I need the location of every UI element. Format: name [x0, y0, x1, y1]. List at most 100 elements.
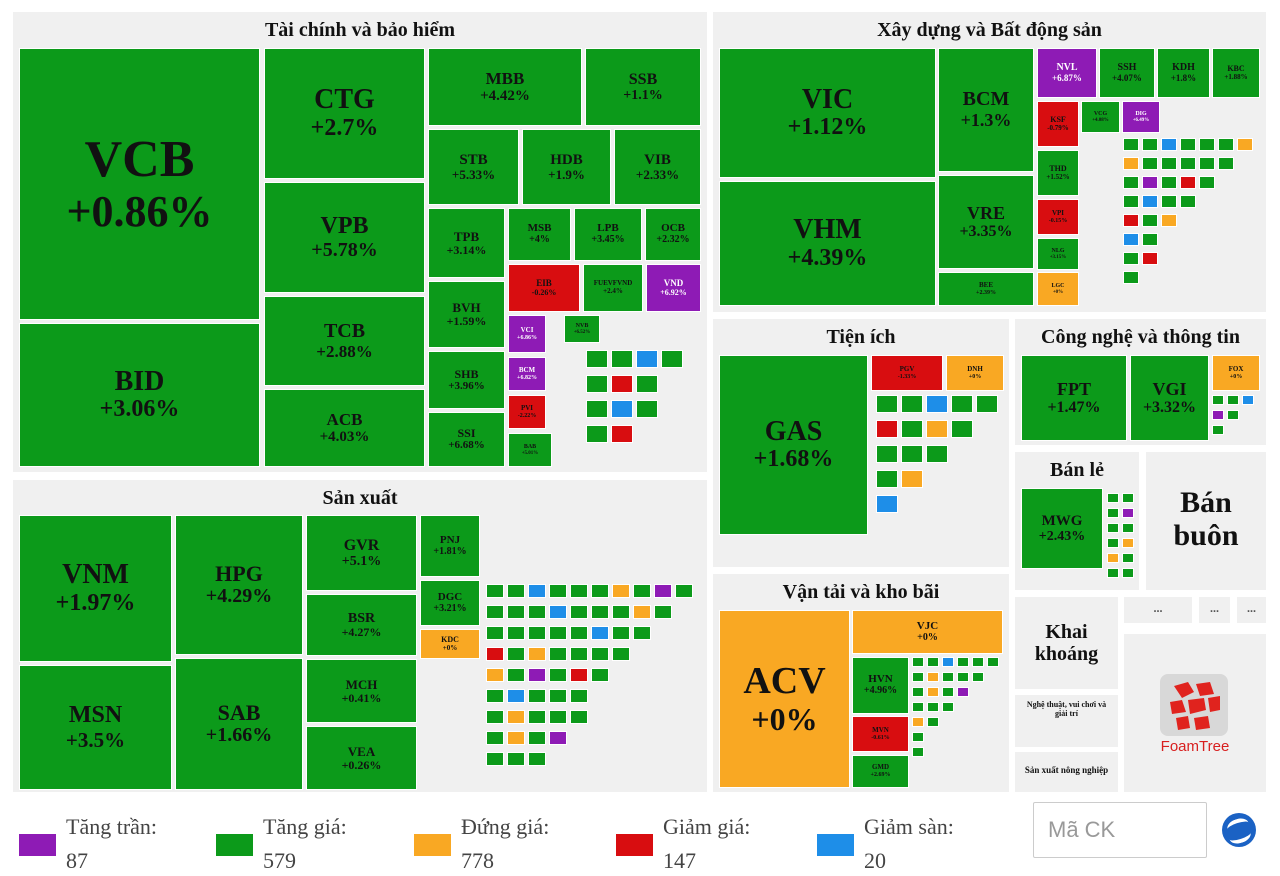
- stock-tile-small[interactable]: [942, 687, 954, 697]
- stock-tile-small[interactable]: [972, 657, 984, 667]
- stock-tile-small[interactable]: [633, 584, 651, 599]
- stock-tile[interactable]: LGC +0%: [1037, 272, 1079, 306]
- stock-tile[interactable]: VRE +3.35%: [938, 175, 1034, 269]
- stock-tile[interactable]: BAB +5.01%: [508, 433, 552, 467]
- stock-tile-small[interactable]: [912, 747, 924, 757]
- stock-tile-small[interactable]: [611, 375, 633, 393]
- stock-tile-small[interactable]: [486, 731, 504, 746]
- stock-tile-small[interactable]: [912, 732, 924, 742]
- stock-tile-small[interactable]: [570, 668, 588, 683]
- stock-tile-small[interactable]: [549, 647, 567, 662]
- stock-tile[interactable]: MCH +0.41%: [306, 659, 417, 723]
- stock-tile[interactable]: BEE +2.39%: [938, 272, 1034, 306]
- sector-arts[interactable]: Nghệ thuật, vui chơi và giải trí: [1015, 695, 1118, 747]
- stock-tile-small[interactable]: [1142, 252, 1158, 265]
- stock-tile-small[interactable]: [912, 672, 924, 682]
- stock-tile-small[interactable]: [1242, 395, 1254, 405]
- stock-tile-small[interactable]: [901, 395, 923, 413]
- stock-tile-small[interactable]: [633, 605, 651, 620]
- stock-tile-small[interactable]: [1161, 157, 1177, 170]
- stock-tile-small[interactable]: [926, 395, 948, 413]
- stock-tile-small[interactable]: [507, 584, 525, 599]
- stock-tile-small[interactable]: [951, 395, 973, 413]
- stock-tile[interactable]: SAB +1.66%: [175, 658, 303, 790]
- stock-tile-small[interactable]: [901, 445, 923, 463]
- stock-tile-small[interactable]: [591, 605, 609, 620]
- stock-tile-small[interactable]: [942, 657, 954, 667]
- stock-tile-small[interactable]: [876, 395, 898, 413]
- stock-tile-small[interactable]: [976, 395, 998, 413]
- stock-tile-small[interactable]: [901, 420, 923, 438]
- stock-tile-small[interactable]: [1142, 157, 1158, 170]
- stock-tile[interactable]: MSN +3.5%: [19, 665, 172, 790]
- stock-tile-small[interactable]: [987, 657, 999, 667]
- stock-tile-small[interactable]: [1180, 176, 1196, 189]
- stock-tile[interactable]: SSI +6.68%: [428, 412, 505, 467]
- stock-tile-small[interactable]: [876, 470, 898, 488]
- stock-tile-small[interactable]: [528, 689, 546, 704]
- stock-tile-small[interactable]: [675, 584, 693, 599]
- stock-tile-small[interactable]: [901, 470, 923, 488]
- stock-tile-small[interactable]: [486, 605, 504, 620]
- stock-tile-small[interactable]: [507, 668, 525, 683]
- stock-tile-small[interactable]: [1122, 523, 1134, 533]
- stock-tile-small[interactable]: [1161, 138, 1177, 151]
- sector-mining[interactable]: Khai khoáng: [1015, 597, 1118, 689]
- stock-tile-small[interactable]: [612, 647, 630, 662]
- stock-tile-small[interactable]: [876, 495, 898, 513]
- stock-tile-small[interactable]: [1212, 410, 1224, 420]
- stock-tile-small[interactable]: [570, 647, 588, 662]
- stock-tile-small[interactable]: [1123, 176, 1139, 189]
- stock-tile[interactable]: BCM +1.3%: [938, 48, 1034, 172]
- stock-tile[interactable]: ACV +0%: [719, 610, 850, 788]
- sector-wholesale[interactable]: Bán buôn: [1146, 452, 1266, 590]
- stock-tile-small[interactable]: [528, 605, 546, 620]
- stock-tile[interactable]: GAS +1.68%: [719, 355, 868, 535]
- stock-tile-small[interactable]: [549, 731, 567, 746]
- stock-tile-small[interactable]: [586, 400, 608, 418]
- stock-tile[interactable]: FUEVFVND +2.4%: [583, 264, 643, 312]
- stock-tile-small[interactable]: [507, 626, 525, 641]
- stock-tile[interactable]: HVN +4.96%: [852, 657, 909, 714]
- stock-tile[interactable]: MBB +4.42%: [428, 48, 582, 126]
- stock-tile-small[interactable]: [1123, 252, 1139, 265]
- stock-tile-small[interactable]: [926, 420, 948, 438]
- stock-tile-small[interactable]: [1161, 195, 1177, 208]
- stock-tile-small[interactable]: [611, 425, 633, 443]
- stock-tile[interactable]: BVH +1.59%: [428, 281, 505, 348]
- stock-tile[interactable]: HPG +4.29%: [175, 515, 303, 655]
- stock-tile[interactable]: ACB +4.03%: [264, 389, 425, 467]
- stock-tile[interactable]: NVL +6.87%: [1037, 48, 1097, 98]
- stock-tile[interactable]: CTG +2.7%: [264, 48, 425, 179]
- stock-tile-small[interactable]: [612, 605, 630, 620]
- stock-tile-small[interactable]: [1107, 553, 1119, 563]
- stock-tile[interactable]: KDH +1.8%: [1157, 48, 1210, 98]
- stock-tile-small[interactable]: [570, 689, 588, 704]
- stock-tile[interactable]: THD +1.52%: [1037, 150, 1079, 196]
- stock-tile[interactable]: VCI +6.86%: [508, 315, 546, 353]
- brand-logo-icon[interactable]: [1222, 813, 1256, 847]
- stock-tile-small[interactable]: [876, 420, 898, 438]
- stock-tile-small[interactable]: [1199, 176, 1215, 189]
- stock-tile-small[interactable]: [1237, 138, 1253, 151]
- stock-tile-small[interactable]: [1107, 538, 1119, 548]
- stock-tile-small[interactable]: [1122, 553, 1134, 563]
- stock-tile-small[interactable]: [1199, 157, 1215, 170]
- stock-tile[interactable]: SHB +3.96%: [428, 351, 505, 409]
- stock-tile-small[interactable]: [1107, 508, 1119, 518]
- stock-tile-small[interactable]: [486, 710, 504, 725]
- stock-tile-small[interactable]: [586, 350, 608, 368]
- stock-tile[interactable]: VIB +2.33%: [614, 129, 701, 205]
- stock-tile-small[interactable]: [570, 605, 588, 620]
- stock-tile[interactable]: SSH +4.07%: [1099, 48, 1155, 98]
- stock-tile-small[interactable]: [1218, 138, 1234, 151]
- stock-tile-small[interactable]: [528, 731, 546, 746]
- stock-tile-small[interactable]: [1142, 233, 1158, 246]
- stock-tile-small[interactable]: [1107, 523, 1119, 533]
- stock-tile-small[interactable]: [591, 584, 609, 599]
- stock-tile-small[interactable]: [927, 717, 939, 727]
- stock-tile-small[interactable]: [549, 668, 567, 683]
- stock-tile-small[interactable]: [1107, 568, 1119, 578]
- stock-tile[interactable]: KSF -0.79%: [1037, 101, 1079, 147]
- stock-tile-small[interactable]: [507, 710, 525, 725]
